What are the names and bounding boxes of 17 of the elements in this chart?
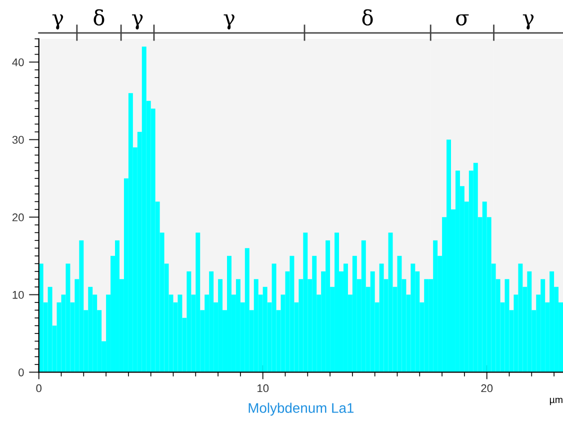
x-tick-label: 20 xyxy=(481,384,493,392)
band-label: δ xyxy=(94,9,104,26)
y-tick-label: 40 xyxy=(12,58,24,66)
y-tick-label: 20 xyxy=(12,213,24,222)
band-label: γ xyxy=(132,14,143,30)
band-label: γ xyxy=(224,14,234,30)
band-label: σ xyxy=(456,14,469,26)
x-axis-title: Molybdenum La1 xyxy=(248,402,354,416)
band-label: δ xyxy=(362,9,373,26)
band-label: γ xyxy=(522,14,534,30)
y-tick-label: 30 xyxy=(12,136,24,144)
y-tick-label: 10 xyxy=(12,290,24,299)
x-tick-label: 0 xyxy=(36,384,42,392)
y-tick-label: 0 xyxy=(18,368,24,376)
band-label: γ xyxy=(52,14,64,30)
text: µm xyxy=(550,398,562,406)
x-tick-label: 10 xyxy=(258,384,269,392)
